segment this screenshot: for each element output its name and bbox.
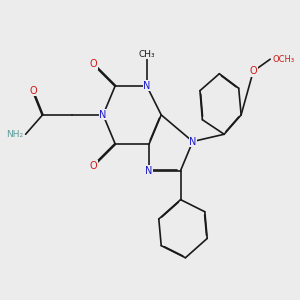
Text: O: O xyxy=(90,161,97,171)
Text: CH₃: CH₃ xyxy=(138,50,155,59)
Text: N: N xyxy=(143,81,150,91)
Text: N: N xyxy=(146,166,153,176)
Text: N: N xyxy=(189,136,196,146)
Text: OCH₃: OCH₃ xyxy=(273,55,295,64)
Text: O: O xyxy=(249,66,257,76)
Text: N: N xyxy=(99,110,107,120)
Text: O: O xyxy=(29,86,37,96)
Text: O: O xyxy=(90,59,97,69)
Text: NH₂: NH₂ xyxy=(6,130,23,139)
